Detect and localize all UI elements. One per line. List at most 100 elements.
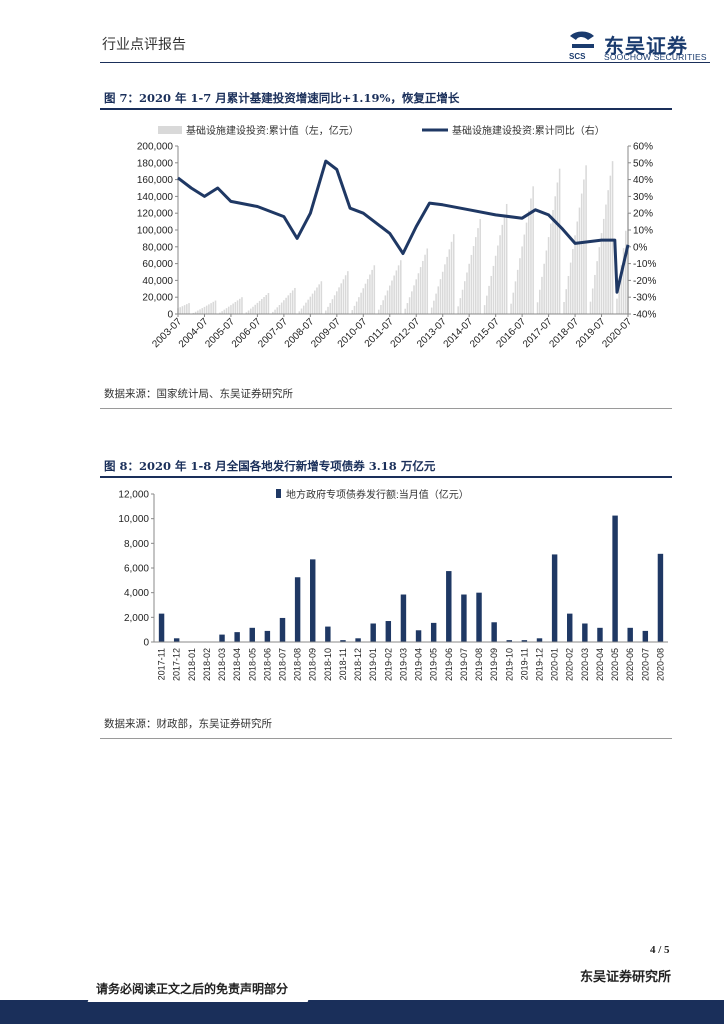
- bar-cumulative: [347, 271, 349, 314]
- bar-cumulative: [470, 254, 473, 314]
- bar-cumulative: [565, 289, 567, 314]
- tick-label-right: 40%: [633, 175, 653, 186]
- bar-cumulative: [479, 219, 481, 314]
- bar-cumulative: [591, 288, 594, 314]
- bar-bond-issuance: [158, 613, 165, 642]
- bar-cumulative: [512, 292, 515, 314]
- bar-cumulative: [622, 248, 625, 314]
- bar-cumulative: [369, 274, 371, 314]
- bar-bond-issuance: [355, 638, 361, 642]
- company-logo: SCS 东吴证券 SOOCHOW SECURITIES: [566, 30, 714, 64]
- legend8-label: 地方政府专项债券发行额:当月值（亿元）: [286, 488, 469, 501]
- tick-label-left: 80,000: [142, 242, 173, 253]
- bar-cumulative: [388, 285, 391, 314]
- bar-cumulative: [325, 310, 327, 314]
- bar-cumulative: [186, 304, 188, 314]
- bar-cumulative: [605, 204, 607, 314]
- bar-cumulative: [320, 281, 323, 314]
- figure7-source: 数据来源：国家统计局、东吴证券研究所: [104, 388, 293, 400]
- bar-cumulative: [252, 306, 254, 314]
- bar-cumulative: [477, 228, 479, 314]
- bar-bond-issuance: [521, 640, 528, 642]
- bar-cumulative: [289, 292, 292, 314]
- tick-label-x: 2017-11: [157, 648, 167, 680]
- bar-cumulative: [313, 290, 316, 314]
- bar-cumulative: [373, 265, 376, 314]
- tick-label-x: 2018-02: [202, 648, 212, 681]
- bar-cumulative: [576, 221, 579, 314]
- bar-cumulative: [433, 300, 435, 314]
- tick-label-x: 2019-04: [414, 648, 424, 681]
- tick-label-x: 2019-10: [504, 648, 514, 681]
- bar-cumulative: [516, 269, 519, 314]
- bar-cumulative: [521, 246, 523, 314]
- tick-label-x: 2020-03: [580, 648, 590, 681]
- bar-cumulative: [309, 296, 312, 314]
- legend7-bar-label: 基础设施建设投资:累计值（左，亿元）: [186, 124, 359, 137]
- bar-cumulative: [236, 300, 239, 314]
- bar-cumulative: [514, 281, 517, 314]
- bar-bond-issuance: [612, 515, 618, 642]
- tick-label-x: 2017-12: [172, 648, 182, 681]
- bar-cumulative: [219, 312, 221, 314]
- header-divider: [100, 62, 710, 63]
- tick-label-x: 2018-03: [217, 648, 227, 681]
- bar-cumulative: [452, 234, 455, 314]
- bar-cumulative: [419, 267, 422, 314]
- bar-bond-issuance: [551, 554, 558, 642]
- bar-cumulative: [245, 312, 248, 314]
- bar-cumulative: [302, 305, 305, 314]
- bar-cumulative: [316, 287, 318, 314]
- bar-cumulative: [488, 285, 490, 314]
- bar-cumulative: [567, 276, 570, 314]
- bar-bond-issuance: [627, 627, 633, 642]
- figure7-bars: [177, 161, 629, 314]
- bar-cumulative: [413, 285, 415, 314]
- bar-cumulative: [550, 223, 552, 314]
- bar-cumulative: [598, 247, 601, 314]
- bar-cumulative: [311, 293, 314, 314]
- tick-label-y: 8,000: [124, 539, 149, 550]
- bar-cumulative: [406, 303, 409, 314]
- bar-bond-issuance: [476, 592, 482, 642]
- tick-label-x: 2018-04: [232, 648, 242, 681]
- tick-label-x: 2020-08: [655, 648, 665, 681]
- bar-cumulative: [384, 295, 387, 314]
- bar-cumulative: [600, 233, 603, 314]
- figure8-axes: 0 2,000 4,000 6,000 8,000 10,000 12,000 2017-11…: [118, 490, 668, 681]
- bar-cumulative: [318, 284, 320, 314]
- bar-cumulative: [607, 190, 609, 314]
- tick-label-x: 2019-09: [489, 648, 499, 681]
- tick-label-x: 2018-09: [308, 648, 318, 681]
- legend8-swatch: [276, 489, 281, 498]
- tick-label-y: 10,000: [118, 514, 149, 525]
- bar-bond-issuance: [491, 622, 497, 642]
- bar-bond-issuance: [430, 622, 437, 642]
- bar-cumulative: [360, 292, 362, 314]
- tick-label-x: 2019-11: [519, 648, 529, 680]
- bar-cumulative: [250, 308, 252, 314]
- bar-bond-issuance: [264, 630, 271, 642]
- bar-cumulative: [221, 311, 223, 314]
- bar-cumulative: [283, 300, 285, 314]
- bar-cumulative: [380, 305, 382, 314]
- tick-label-x: 2020-02: [565, 648, 575, 681]
- figure8-chart: 地方政府专项债券发行额:当月值（亿元） 0 2,000 4,000 6,000 8,00…: [118, 488, 668, 681]
- tick-label-right: 50%: [633, 158, 653, 169]
- bar-cumulative: [382, 300, 384, 314]
- tick-label-x: 2019-01: [368, 648, 378, 681]
- tick-label-left: 200,000: [137, 142, 174, 153]
- tick-label-x: 2019-06: [444, 648, 454, 681]
- tick-label-x: 2019-12: [535, 648, 545, 681]
- bar-bond-issuance: [642, 630, 649, 642]
- logo-icon: SCS: [569, 31, 594, 61]
- bar-cumulative: [265, 295, 267, 314]
- bar-cumulative: [574, 235, 576, 314]
- tick-label-right: -10%: [633, 259, 656, 270]
- bar-cumulative: [417, 273, 420, 314]
- tick-label-left: 0: [167, 310, 173, 321]
- bar-bond-issuance: [234, 632, 240, 642]
- logo-text-en: SOOCHOW SECURITIES: [604, 52, 707, 62]
- bar-bond-issuance: [415, 630, 422, 642]
- bar-cumulative: [596, 261, 598, 314]
